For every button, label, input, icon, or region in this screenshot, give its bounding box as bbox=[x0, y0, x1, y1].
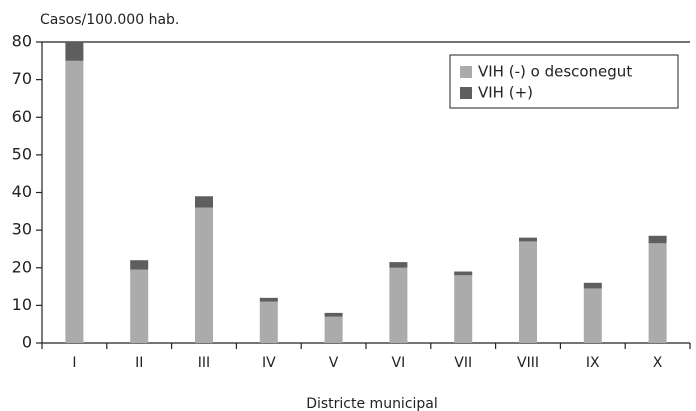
x-tick-label: VIII bbox=[517, 355, 539, 371]
bar-segment bbox=[454, 275, 473, 343]
bar-segment bbox=[130, 260, 149, 270]
bar-segment bbox=[195, 196, 213, 208]
bar-segment bbox=[130, 269, 149, 343]
x-tick-label: III bbox=[198, 355, 210, 371]
bar-segment bbox=[583, 282, 602, 289]
bar-segment bbox=[648, 243, 667, 343]
legend-swatch bbox=[460, 87, 472, 99]
x-tick-label: V bbox=[329, 355, 339, 371]
y-tick-label: 80 bbox=[12, 32, 32, 51]
legend-label: VIH (+) bbox=[478, 84, 533, 102]
bar-segment bbox=[259, 301, 278, 343]
x-tick-label: II bbox=[135, 355, 143, 371]
bar-segment bbox=[195, 207, 213, 343]
bar-segment bbox=[324, 312, 343, 317]
legend-swatch bbox=[460, 66, 472, 78]
y-tick-label: 0 bbox=[22, 333, 32, 352]
bar-segment bbox=[389, 267, 408, 343]
bar-segment bbox=[648, 235, 667, 244]
x-tick-label: VI bbox=[392, 355, 406, 371]
bar-segment bbox=[324, 316, 343, 343]
bar-segment bbox=[454, 271, 473, 276]
bar-segment bbox=[583, 288, 602, 343]
bar-segment bbox=[519, 241, 537, 343]
bar-segment bbox=[65, 42, 84, 61]
legend-label: VIH (-) o desconegut bbox=[478, 63, 632, 81]
x-tick-label: IV bbox=[262, 355, 276, 371]
y-tick-label: 20 bbox=[12, 257, 32, 276]
y-tick-label: 50 bbox=[12, 144, 32, 163]
y-tick-label: 40 bbox=[12, 182, 32, 201]
bar-segment bbox=[65, 60, 84, 343]
bar-segment bbox=[389, 262, 408, 268]
y-tick-label: 30 bbox=[12, 220, 32, 239]
x-tick-label: VII bbox=[454, 355, 472, 371]
bar-segment bbox=[259, 297, 278, 302]
x-tick-label: I bbox=[72, 355, 76, 371]
x-axis-label: Districte municipal bbox=[306, 396, 438, 411]
x-tick-label: X bbox=[653, 355, 663, 371]
legend-box bbox=[449, 54, 679, 109]
bar-segment bbox=[519, 237, 537, 242]
y-tick-label: 60 bbox=[12, 107, 32, 126]
y-tick-label: 10 bbox=[12, 295, 32, 314]
y-axis-label: Casos/100.000 hab. bbox=[40, 12, 179, 28]
x-tick-label: IX bbox=[586, 355, 600, 371]
y-tick-label: 70 bbox=[12, 69, 32, 88]
